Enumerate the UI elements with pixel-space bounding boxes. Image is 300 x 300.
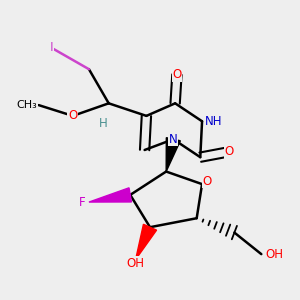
Text: OH: OH [265,248,283,261]
Text: O: O [68,110,77,122]
Polygon shape [166,138,180,172]
Polygon shape [89,188,131,202]
Text: N: N [169,133,178,146]
Text: H: H [99,117,108,130]
Text: O: O [203,175,212,188]
Text: O: O [172,68,182,81]
Text: I: I [50,41,53,54]
Text: O: O [224,145,234,158]
Text: NH: NH [205,115,222,128]
Text: F: F [79,196,86,208]
Text: CH₃: CH₃ [16,100,37,110]
Text: OH: OH [127,256,145,270]
Polygon shape [136,224,157,260]
